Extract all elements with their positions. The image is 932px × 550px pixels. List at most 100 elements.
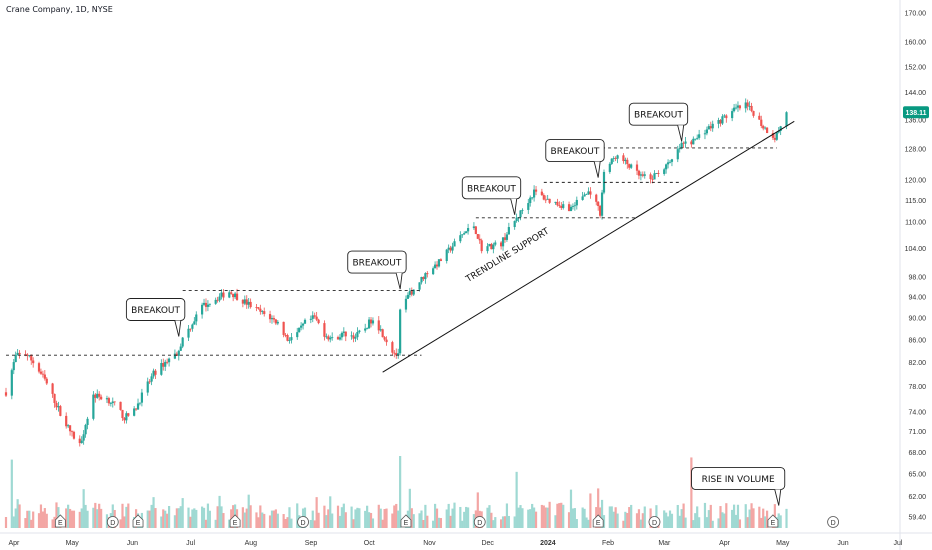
candle-body	[187, 328, 190, 338]
candle-body	[92, 394, 95, 419]
candle-body	[575, 199, 578, 206]
candle-body	[505, 234, 509, 240]
candle-body	[208, 303, 211, 305]
candle-body	[100, 396, 103, 400]
candle-body	[734, 107, 738, 109]
price-tick-label: 160.00	[905, 40, 927, 47]
volume-bar	[709, 504, 712, 528]
candle-body	[449, 247, 452, 251]
volume-bar	[65, 508, 68, 528]
candle-body	[736, 105, 740, 108]
candle-body	[177, 350, 180, 356]
volume-bar	[748, 509, 751, 528]
volume-bar	[162, 509, 165, 528]
candle-body	[597, 201, 600, 207]
candle-body	[474, 226, 477, 235]
candle-body	[750, 105, 753, 111]
candle-body	[773, 137, 776, 140]
candle-body	[752, 110, 755, 116]
time-tick-label: Jul	[186, 540, 195, 547]
volume-bar	[325, 515, 328, 528]
price-tick-label: 90.00	[908, 315, 926, 322]
candle-body	[78, 438, 81, 444]
candle-body	[259, 308, 262, 312]
candle-body	[600, 192, 604, 216]
volume-bar	[179, 506, 182, 528]
volume-bar	[501, 516, 505, 528]
candle-body	[746, 102, 749, 107]
volume-bar	[397, 510, 400, 528]
volume-bar	[72, 510, 76, 528]
volume-bar	[412, 514, 415, 528]
volume-bar	[573, 508, 576, 528]
volume-bar	[602, 515, 606, 528]
candle-body	[303, 319, 307, 324]
volume-bar	[738, 519, 742, 528]
volume-bar	[313, 520, 316, 528]
candle-body	[327, 336, 330, 340]
candle-body	[51, 383, 54, 394]
candle-body	[459, 235, 462, 242]
candle-body	[451, 246, 454, 251]
candle-body	[408, 291, 411, 295]
candle-body	[270, 318, 274, 320]
annotation-text: BREAKOUT	[551, 147, 600, 157]
volume-bar	[736, 504, 740, 528]
candle-body	[478, 238, 481, 241]
volume-bar	[433, 503, 437, 528]
candle-body	[53, 393, 56, 403]
candle-body	[463, 233, 466, 235]
candle-body	[367, 319, 371, 329]
candle-body	[616, 155, 619, 159]
candle-body	[14, 354, 17, 363]
candle-body	[447, 247, 450, 250]
volume-bar	[707, 510, 710, 528]
candle-body	[635, 164, 639, 171]
volume-bar	[732, 504, 736, 528]
volume-bar	[393, 505, 396, 528]
price-tick-label: 144.00	[905, 90, 927, 97]
candle-body	[284, 334, 287, 336]
volume-bar	[309, 519, 312, 528]
candle-body	[569, 206, 573, 212]
volume-bar	[486, 507, 489, 528]
candle-body	[136, 403, 140, 410]
volume-bar	[366, 505, 369, 528]
candle-body	[779, 126, 782, 131]
candle-body	[127, 413, 130, 416]
volume-bar	[12, 516, 15, 528]
price-tick-label: 71.00	[908, 429, 926, 436]
candle-body	[556, 201, 559, 206]
candle-body	[445, 249, 448, 262]
candle-body	[562, 204, 565, 208]
volume-bar	[247, 494, 250, 528]
volume-bar	[200, 506, 204, 528]
candle-body	[762, 125, 765, 129]
candle-body	[785, 112, 788, 127]
volume-bar	[364, 510, 367, 528]
volume-bar	[381, 519, 384, 528]
volume-bar	[556, 503, 559, 528]
candle-body	[232, 293, 235, 298]
candle-body	[138, 402, 142, 404]
volume-bar	[670, 513, 674, 528]
volume-bar	[554, 515, 557, 528]
candle-body	[581, 196, 584, 200]
candle-body	[113, 401, 116, 403]
annotation-text: BREAKOUT	[467, 184, 516, 194]
annotation-callout-box	[628, 102, 689, 126]
last-price-label: 138.11	[905, 110, 926, 117]
price-tick-label: 59.40	[908, 515, 926, 522]
volume-bar	[571, 508, 575, 528]
volume-bar	[589, 493, 592, 528]
annotation-text: BREAKOUT	[634, 111, 683, 121]
candle-body	[381, 329, 384, 338]
candle-body	[16, 352, 19, 355]
candle-body	[748, 105, 751, 107]
candle-body	[179, 346, 182, 351]
candle-body	[668, 161, 672, 163]
price-tick-label: 86.00	[908, 337, 926, 344]
volume-bar	[635, 513, 639, 528]
candle-body	[241, 299, 244, 304]
